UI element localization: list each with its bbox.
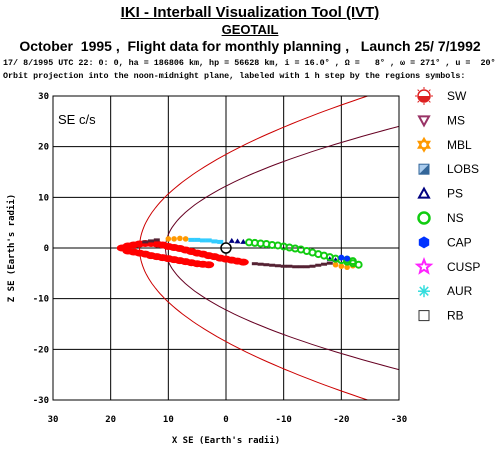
y-tick-label: 0 [44,244,49,254]
legend-label-lobs: LOBS [447,162,479,176]
orbit-points [116,235,363,271]
legend-label-cusp: CUSP [447,260,480,274]
point-ms [309,264,316,268]
point-ps [240,238,247,244]
point-ms [251,262,258,266]
y-tick-label: 10 [38,193,49,203]
y-axis-label: Z SE (Earth's radii) [6,194,17,302]
point-aur [188,237,195,242]
projection-note: Orbit projection into the noon-midnight … [3,71,466,81]
ring-icon [417,211,431,225]
y-tick-labels: 30 20 10 0 -10 -20 -30 [33,92,49,406]
earth-symbol [220,242,232,254]
y-tick-label: 30 [38,92,49,102]
point-sw [203,261,215,269]
point-mbl [338,263,345,270]
x-tick-label: 0 [223,415,228,425]
legend-label-ps: PS [447,187,463,201]
legend-label-ns: NS [447,211,464,225]
app-title: IKI - Interball Visualization Tool (IVT) [120,4,380,21]
y-tick-label: -10 [33,295,49,305]
point-aur [205,238,212,243]
point-aur [217,239,224,244]
asterisk-icon [418,285,430,298]
square-icon [418,310,430,322]
x-tick-label: -30 [391,415,407,425]
star-of-david-icon [417,136,431,153]
point-ms [303,265,310,269]
x-tick-label: 10 [163,415,174,425]
up-triangle-icon [417,186,431,199]
legend-label-mbl: MBL [447,138,472,152]
legend-label-ms: MS [447,113,465,127]
y-tick-label: 20 [38,143,49,153]
point-ms [315,263,322,267]
boundary-bow-shock [138,96,370,400]
legend: SW MS MBL LOBS PS NS CAP CUSP AUR RB [414,87,480,323]
star-icon [414,257,434,275]
legend-label-aur: AUR [447,284,473,298]
down-triangle-icon [417,115,431,128]
point-sw [237,258,249,266]
x-tick-label: 20 [105,415,116,425]
legend-label-cap: CAP [447,235,472,249]
point-ms [326,261,333,265]
point-aur [194,237,201,242]
point-cap [344,255,351,262]
x-axis-label: X SE (Earth's radii) [172,435,280,446]
x-tick-label: -10 [276,415,292,425]
point-ms [269,263,276,267]
point-mbl [171,236,177,242]
point-ms [292,265,299,269]
legend-label-sw: SW [447,89,467,103]
x-tick-labels: 30 20 10 0 -10 -20 -30 [48,415,408,425]
legend-label-rb: RB [447,309,464,323]
point-mbl [182,236,189,242]
point-ms [153,238,160,242]
split-square-icon [418,163,430,175]
point-ms [142,240,149,244]
point-ms [257,262,264,266]
point-mbl [165,236,172,242]
x-tick-label: -20 [333,415,349,425]
point-mbl [332,261,339,268]
spacecraft-title: GEOTAIL [221,22,279,37]
point-aur [199,238,206,243]
point-mbl [177,235,183,242]
point-ms [263,263,270,267]
point-ms [274,264,281,268]
point-mbl [344,264,350,271]
half-filled-sun-icon [415,87,433,105]
point-ms [286,264,293,268]
frame-label: SE c/s [58,112,96,127]
plot-frame [52,95,400,401]
point-ns [354,260,363,269]
point-ms [280,264,287,268]
orbit-parameters: 17/ 8/1995 UTC 22: 0: 0, ha = 186806 km,… [3,58,496,68]
y-tick-label: -30 [33,396,49,406]
point-cap [338,254,345,261]
filled-hexagon-icon [418,236,430,249]
point-ms [321,262,328,266]
flight-info: October 1995 , Flight data for monthly p… [19,38,481,54]
point-ps [234,238,241,244]
point-ms [297,265,304,269]
point-aur [211,239,218,244]
point-ms [148,239,155,243]
x-tick-label: 30 [48,415,59,425]
point-ps [228,237,235,243]
y-tick-label: -20 [33,345,49,355]
